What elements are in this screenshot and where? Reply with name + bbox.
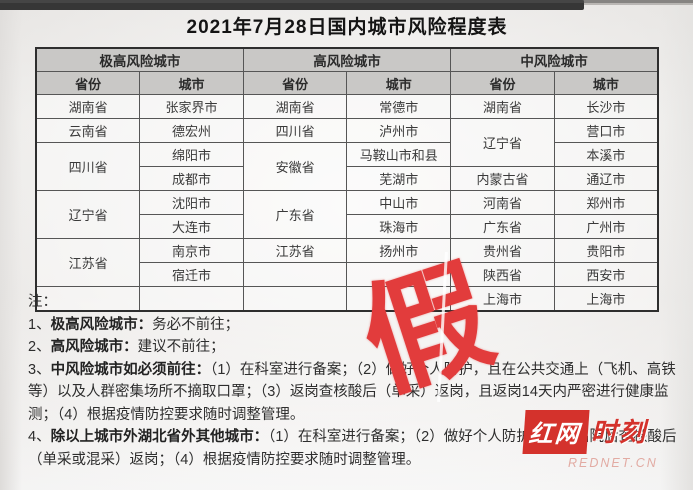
note-number: 3、: [28, 361, 51, 378]
table-cell: 安徽省: [242, 142, 348, 191]
table-cell: 江苏省: [242, 238, 348, 263]
table-cell: 上海市: [450, 286, 555, 312]
table-cell: 泸州市: [346, 118, 452, 143]
table-cell: 四川省: [242, 118, 348, 143]
group-header-high-risk: 高风险城市: [242, 47, 452, 72]
table-cell: 南京市: [139, 238, 244, 263]
table-cell: 云南省: [35, 118, 141, 143]
table-cell: 湖南省: [242, 94, 348, 119]
table-cell: 湖南省: [35, 94, 141, 119]
risk-table-body: 湖南省 张家界市 湖南省 常德市 湖南省 长沙市 云南省 德宏州 四川省 泸州市 辽宁省 营口市 四川省…: [35, 94, 659, 312]
column-header-row: 省份 城市 省份 城市 省份 城市: [35, 71, 659, 95]
table-cell: 张家界市: [139, 94, 244, 119]
column-header-province: 省份: [242, 71, 348, 95]
note-text: 建议不前往；: [137, 339, 225, 355]
note-item-1: 1、极高风险城市：务必不前往；: [28, 314, 680, 337]
table-cell: 绵阳市: [139, 142, 244, 167]
risk-table: 极高风险城市 高风险城市 中风险城市 省份 城市 省份 城市 省份 城市 湖南省…: [35, 47, 659, 312]
table-cell: 西安市: [553, 262, 659, 287]
table-cell: 本溪市: [553, 142, 659, 167]
table-cell: 陕西省: [450, 262, 555, 287]
column-header-province: 省份: [35, 71, 141, 95]
rednet-logo-row: 红网 时刻: [522, 410, 693, 454]
table-cell: 大连市: [139, 214, 244, 239]
table-cell: 德宏州: [139, 118, 244, 143]
rednet-logo-box: 红网: [522, 410, 590, 454]
table-row: 湖南省 张家界市 湖南省 常德市 湖南省 长沙市: [35, 94, 659, 119]
table-cell: [346, 262, 452, 287]
note-item-2: 2、高风险城市：建议不前往；: [28, 336, 680, 359]
table-cell: [139, 286, 244, 312]
table-cell: 成都市: [139, 166, 244, 191]
notes-heading: 注：: [28, 294, 57, 310]
table-cell: 辽宁省: [450, 118, 555, 167]
photo-top-dark-bar: [0, 0, 584, 10]
table-cell: [242, 262, 348, 287]
table-cell: 郑州市: [553, 190, 659, 215]
table-row: 辽宁省 沈阳市 广东省 中山市 河南省 郑州市: [35, 190, 659, 239]
table-cell: [35, 286, 141, 312]
table-cell: 营口市: [553, 118, 659, 143]
group-header-medium-risk: 中风险城市: [450, 47, 659, 72]
table-cell: 江苏省: [35, 238, 141, 287]
column-header-city: 城市: [346, 71, 452, 95]
notes-section: 注： 1、极高风险城市：务必不前往； 2、高风险城市：建议不前往； 3、中风险城…: [28, 291, 680, 471]
table-cell: 贵州省: [450, 238, 555, 263]
note-label: 极高风险城市：: [50, 316, 153, 333]
note-number: 2、: [28, 339, 51, 355]
table-cell: 长沙市: [553, 94, 659, 119]
group-header-extreme-risk: 极高风险城市: [35, 47, 244, 72]
column-header-city: 城市: [553, 71, 659, 95]
table-cell: 上海市: [553, 286, 659, 312]
table-cell: 广东省: [242, 190, 348, 239]
photo-top-smudge: [584, 0, 693, 5]
table-cell: 马鞍山市和县: [346, 142, 452, 167]
page-title: 2021年7月28日国内城市风险程度表: [186, 17, 508, 38]
column-header-city: 城市: [139, 71, 244, 95]
risk-table-head: 极高风险城市 高风险城市 中风险城市 省份 城市 省份 城市 省份 城市: [35, 47, 659, 95]
table-cell: [346, 286, 452, 312]
note-label: 高风险城市：: [50, 339, 138, 355]
note-number: 1、: [28, 316, 51, 333]
table-row: 云南省 德宏州 四川省 泸州市 辽宁省 营口市: [35, 118, 659, 167]
table-row: 上海市 上海市: [35, 286, 659, 312]
table-cell: 宿迁市: [139, 262, 244, 287]
table-cell: 广州市: [553, 214, 659, 239]
rednet-watermark: 红网 时刻 REDNET.CN: [522, 410, 693, 470]
table-cell: 贵阳市: [553, 238, 659, 263]
table-cell: 内蒙古省: [450, 166, 555, 191]
group-header-row: 极高风险城市 高风险城市 中风险城市: [35, 47, 659, 72]
table-row: 四川省 绵阳市 安徽省 马鞍山市和县 本溪市: [35, 142, 659, 191]
table-cell: 通辽市: [553, 166, 659, 191]
note-label: 中风险城市如必须前往：: [50, 361, 211, 378]
note-label: 除以上城市外湖北省外其他城市：: [50, 429, 269, 445]
table-cell: [242, 286, 348, 312]
note-number: 4、: [28, 429, 51, 445]
table-cell: 珠海市: [346, 214, 452, 239]
table-cell: 常德市: [346, 94, 452, 119]
table-cell: 沈阳市: [139, 190, 244, 215]
table-cell: 河南省: [450, 190, 555, 215]
table-cell: 辽宁省: [35, 190, 141, 239]
table-row: 成都市 芜湖市 内蒙古省 通辽市: [36, 166, 659, 191]
table-row: 大连市 珠海市 广东省 广州市: [36, 214, 659, 239]
table-cell: 广东省: [450, 214, 555, 239]
table-cell: 扬州市: [346, 238, 452, 263]
column-header-province: 省份: [450, 71, 555, 95]
table-cell: 中山市: [346, 190, 452, 215]
table-cell: 四川省: [35, 142, 141, 191]
photo-top-edge-line: [0, 0, 693, 3]
table-row: 宿迁市 陕西省 西安市: [36, 262, 659, 287]
rednet-domain-text: REDNET.CN: [568, 456, 658, 470]
note-text: 务必不前往；: [152, 316, 240, 333]
rednet-logo-shike: 时刻: [591, 417, 648, 447]
table-cell: 芜湖市: [346, 166, 452, 191]
table-cell: 湖南省: [450, 94, 555, 119]
table-row: 江苏省 南京市 江苏省 扬州市 贵州省 贵阳市: [35, 238, 659, 287]
